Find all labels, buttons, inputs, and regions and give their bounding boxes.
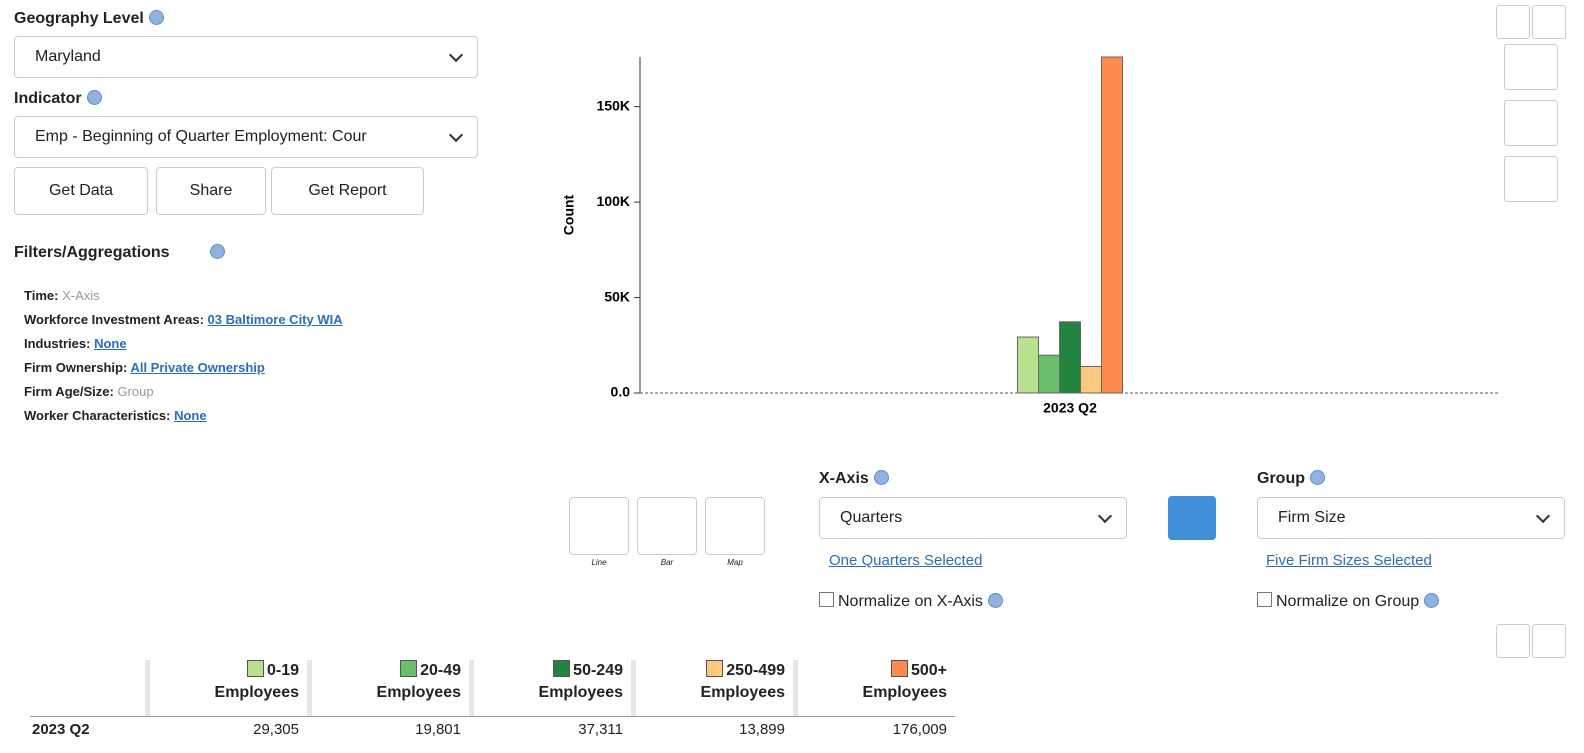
y-tick-label: 50K [604, 288, 630, 304]
legend-label: 50-249 Employees [538, 662, 623, 701]
bar [1017, 336, 1039, 394]
geography-select[interactable]: Maryland [14, 36, 478, 78]
legend-header: 20-49 Employees [307, 660, 467, 716]
table-fullscreen-button[interactable] [1532, 624, 1566, 658]
legend-header: 500+ Employees [793, 660, 953, 716]
legend-label: 250-499 Employees [700, 662, 785, 701]
y-axis-label: Count [561, 194, 577, 235]
legend-swatch [246, 660, 264, 677]
filter-value[interactable]: None [94, 336, 127, 351]
filter-item: Time: X-Axis [24, 288, 343, 303]
indicator-label: Indicator [14, 90, 102, 108]
x-tick-label: 2023 Q2 [1043, 400, 1097, 416]
filter-value: Group [117, 384, 154, 399]
filter-item: Workforce Investment Areas: 03 Baltimore… [24, 312, 343, 327]
geography-label: Geography Level [14, 10, 164, 28]
bar-type-label: Bar [660, 558, 674, 567]
group-select[interactable]: Firm Size [1257, 497, 1565, 539]
legend-entry: 250-499 Employees [675, 660, 785, 704]
filter-value[interactable]: None [174, 408, 207, 423]
bar [1101, 56, 1123, 394]
filter-value[interactable]: 03 Baltimore City WIA [207, 312, 343, 327]
row-label: 2023 Q2 [32, 721, 90, 738]
x-axis-normalize[interactable]: Normalize on X-Axis [819, 592, 1003, 611]
resize-button[interactable] [1496, 5, 1530, 39]
map-type-button[interactable] [705, 497, 765, 555]
x-axis-selected-link[interactable]: One Quarters Selected [829, 552, 983, 569]
legend-entry: 50-249 Employees [513, 660, 623, 704]
filter-value[interactable]: All Private Ownership [130, 360, 265, 375]
table-cell: 13,899 [739, 721, 785, 738]
map-type-label: Map [727, 558, 743, 567]
get-report-button[interactable]: Get Report [271, 167, 424, 215]
bar [1038, 354, 1060, 394]
legend-label: 500+ Employees [862, 662, 947, 701]
filter-label: Workforce Investment Areas: [24, 312, 204, 327]
legend-swatch [400, 660, 418, 677]
group-selected-link[interactable]: Five Firm Sizes Selected [1266, 552, 1432, 569]
table-cell: 19,801 [415, 721, 461, 738]
get-data-button[interactable]: Get Data [14, 167, 148, 215]
swap-button[interactable] [1168, 496, 1216, 540]
legend-header: 250-499 Employees [631, 660, 791, 716]
y-tick-label: 0.0 [611, 384, 631, 400]
chart: 0.0 50K 100K 150K Count 2023 Q2 [561, 56, 1500, 416]
line-type-button[interactable] [569, 497, 629, 555]
legend-entry: 0-19 Employees [189, 660, 299, 704]
legend-swatch [706, 660, 724, 677]
legend-entry: 20-49 Employees [351, 660, 461, 704]
filter-label: Time: [24, 288, 59, 303]
prev-button[interactable] [1504, 100, 1558, 146]
legend-entry: 500+ Employees [837, 660, 947, 704]
y-tick-label: 100K [597, 193, 630, 209]
table-cell: 176,009 [892, 721, 947, 738]
table-rule [30, 716, 955, 717]
line-type-label: Line [591, 558, 607, 567]
bar-type-button[interactable] [637, 497, 697, 555]
filters-list: Time: X-Axis Workforce Investment Areas: … [24, 288, 343, 432]
table-resize-button[interactable] [1496, 624, 1530, 658]
filter-label: Firm Age/Size: [24, 384, 114, 399]
group-label: Group [1257, 470, 1325, 488]
filter-item: Firm Ownership: All Private Ownership [24, 360, 343, 375]
group-normalize[interactable]: Normalize on Group [1257, 592, 1440, 611]
next-button[interactable] [1504, 44, 1558, 90]
legend-header: 0-19 Employees [145, 660, 305, 716]
filter-label: Worker Characteristics: [24, 408, 171, 423]
bar [1080, 365, 1102, 394]
legend-header: 50-249 Employees [469, 660, 629, 716]
indicator-select[interactable]: Emp - Beginning of Quarter Employment: C… [14, 116, 478, 158]
filters-title: Filters/Aggregations [14, 244, 225, 262]
legend-label: 0-19 Employees [214, 662, 299, 701]
x-axis-select[interactable]: Quarters [819, 497, 1127, 539]
filter-item: Worker Characteristics: None [24, 408, 343, 423]
y-tick-label: 150K [597, 97, 630, 113]
filter-label: Firm Ownership: [24, 360, 128, 375]
filter-item: Industries: None [24, 336, 343, 351]
filter-item: Firm Age/Size: Group [24, 384, 343, 399]
legend-label: 20-49 Employees [376, 662, 461, 701]
filter-label: Industries: [24, 336, 91, 351]
legend-swatch [890, 660, 908, 677]
top-button[interactable] [1504, 156, 1558, 202]
fullscreen-button[interactable] [1532, 5, 1566, 39]
table-cell: 37,311 [578, 721, 623, 738]
bar [1059, 321, 1081, 394]
share-button[interactable]: Share [156, 167, 266, 215]
x-axis-label: X-Axis [819, 470, 889, 488]
table-cell: 29,305 [253, 721, 299, 738]
filter-value: X-Axis [62, 288, 100, 303]
legend-swatch [553, 660, 571, 677]
